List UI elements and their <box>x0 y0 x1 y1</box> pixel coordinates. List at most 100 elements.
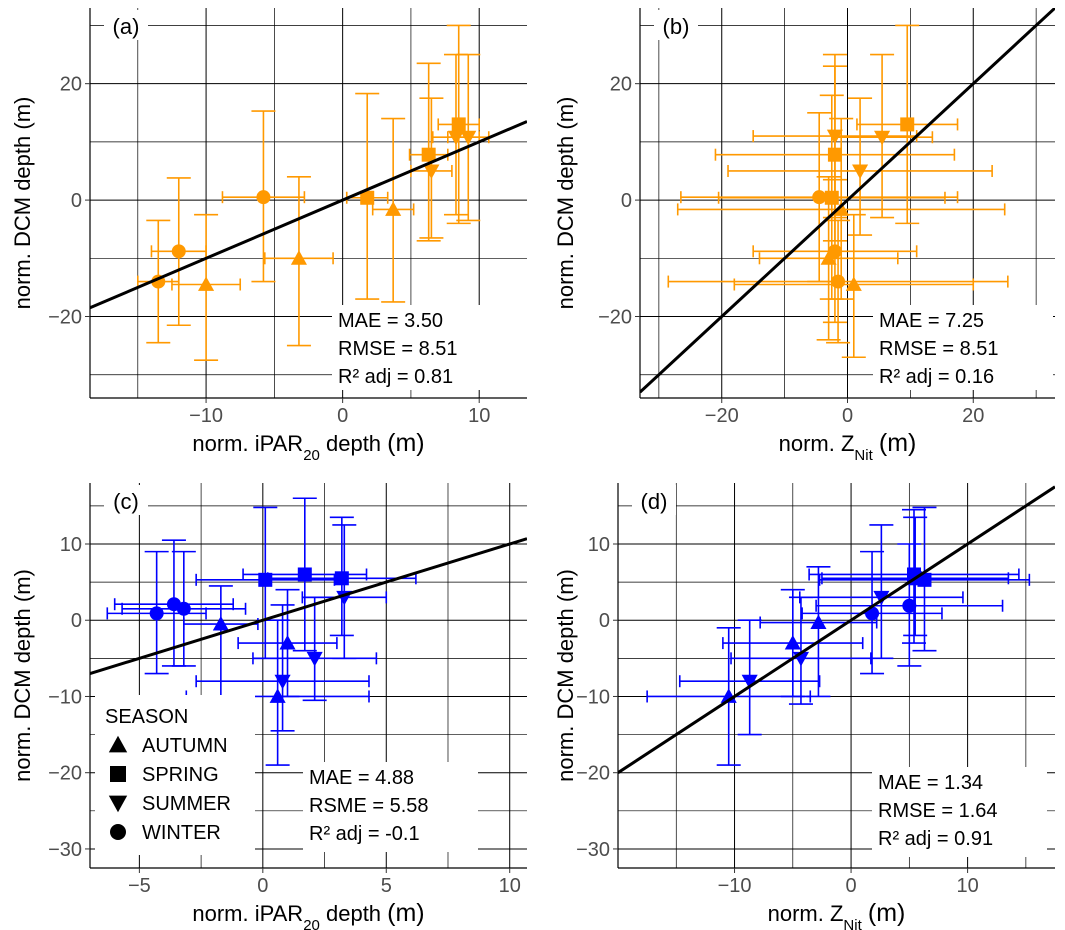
x-tick-label: 10 <box>499 875 521 897</box>
x-tick-label: 10 <box>468 405 490 427</box>
marker-winter <box>831 274 846 289</box>
x-tick-label: −10 <box>189 405 223 427</box>
x-axis-title-post: depth <box>320 431 387 456</box>
x-axis-title-unit: (m) <box>879 429 916 457</box>
y-tick-label: 0 <box>621 190 632 212</box>
marker-winter <box>171 244 186 259</box>
marker-summer <box>108 795 128 813</box>
marker-spring <box>110 766 126 782</box>
y-axis-title: norm. DCM depth (m) <box>10 569 35 782</box>
x-axis-title-pre: norm. iPAR <box>192 431 303 456</box>
panel-label: (d) <box>641 489 668 514</box>
marker-autumn <box>845 276 862 291</box>
marker-summer <box>423 164 440 180</box>
x-axis-title-post: depth <box>320 901 387 926</box>
legend-title: SEASON <box>105 706 188 728</box>
panel-c: (c) MAE = 4.88 RSME = 5.58 R² adj = -0.1 SEA… <box>10 483 527 930</box>
y-axis-title: norm. DCM depth (m) <box>10 97 35 310</box>
x-axis-title: norm. iPAR20 depth (m) <box>192 899 424 930</box>
legend-entry: SPRING <box>142 764 219 786</box>
marker-autumn <box>108 735 128 753</box>
marker-winter <box>256 190 271 205</box>
marker-autumn <box>784 635 801 650</box>
stats-bg <box>873 305 1053 390</box>
stats-bg <box>332 305 527 390</box>
y-tick-label: 10 <box>588 534 610 556</box>
stat-line: R² adj = -0.1 <box>309 823 420 845</box>
x-axis-title-sub: 20 <box>303 447 320 464</box>
data-layer <box>136 24 490 361</box>
marker-summer <box>874 130 891 146</box>
data-layer <box>667 24 1009 359</box>
stat-line: MAE = 1.34 <box>878 772 983 794</box>
y-tick-label: −30 <box>48 839 82 861</box>
x-axis-title-pre: norm. Z <box>768 901 844 926</box>
x-tick-label: −10 <box>718 875 752 897</box>
marker-spring <box>360 190 375 205</box>
panel-label: (b) <box>663 14 690 39</box>
stat-line: MAE = 4.88 <box>309 767 414 789</box>
fit-line <box>90 537 527 676</box>
x-tick-label: 0 <box>842 405 853 427</box>
marker-autumn <box>833 201 850 216</box>
marker-autumn <box>279 635 296 650</box>
marker-winter <box>176 601 191 616</box>
x-axis-title: norm. iPAR20 depth (m) <box>192 429 424 464</box>
marker-summer <box>306 651 323 667</box>
y-tick-label: −20 <box>598 307 632 329</box>
x-tick-label: −5 <box>128 875 151 897</box>
x-axis-title: norm. ZNit (m) <box>768 899 906 930</box>
marker-spring <box>334 571 349 586</box>
marker-spring <box>827 147 842 162</box>
x-tick-label: 0 <box>846 875 857 897</box>
stat-line: R² adj = 0.91 <box>878 828 993 850</box>
x-tick-label: 5 <box>381 875 392 897</box>
x-tick-label: 10 <box>956 875 978 897</box>
x-axis-title-pre: norm. Z <box>779 431 855 456</box>
legend-entry: WINTER <box>142 822 221 844</box>
data-layer <box>106 497 417 766</box>
fit-line <box>640 8 1055 394</box>
panel-label: (a) <box>113 14 140 39</box>
y-tick-label: −10 <box>48 686 82 708</box>
marker-summer <box>274 674 291 690</box>
data-layer <box>646 506 1031 766</box>
marker-spring <box>421 147 436 162</box>
x-tick-label: 0 <box>257 875 268 897</box>
panel-a: (a) MAE = 3.50 RMSE = 8.51 R² adj = 0.81 −10… <box>10 8 527 464</box>
y-tick-label: 0 <box>71 610 82 632</box>
x-axis-title-unit: (m) <box>868 899 905 927</box>
marker-autumn <box>385 201 402 216</box>
marker-spring <box>258 572 273 587</box>
x-tick-label: −20 <box>705 405 739 427</box>
stat-line: R² adj = 0.16 <box>879 366 994 388</box>
stat-line: RMSE = 1.64 <box>878 800 998 822</box>
y-tick-label: 20 <box>60 74 82 96</box>
stat-line: RMSE = 8.51 <box>338 338 458 360</box>
x-tick-label: 0 <box>337 405 348 427</box>
stat-line: MAE = 3.50 <box>338 310 443 332</box>
stat-line: R² adj = 0.81 <box>338 366 453 388</box>
x-axis-title-pre: norm. iPAR <box>192 901 303 926</box>
marker-summer <box>447 130 465 146</box>
stats-bg <box>872 767 1047 857</box>
y-axis-title: norm. DCM depth (m) <box>553 97 578 310</box>
fit-line <box>618 485 1055 774</box>
x-axis-title: norm. ZNit (m) <box>779 429 917 464</box>
x-axis-title-unit: (m) <box>387 429 424 457</box>
marker-winter <box>812 190 827 205</box>
marker-autumn <box>810 614 827 629</box>
y-tick-label: −10 <box>576 686 610 708</box>
x-axis-title-unit: (m) <box>387 899 424 927</box>
marker-winter <box>827 244 842 259</box>
marker-summer <box>460 130 477 146</box>
marker-summer <box>826 129 843 145</box>
marker-winter <box>149 606 164 621</box>
y-tick-label: −20 <box>576 763 610 785</box>
y-tick-label: 0 <box>71 190 82 212</box>
marker-autumn <box>820 250 837 265</box>
stat-line: RSME = 5.58 <box>309 795 429 817</box>
marker-autumn <box>269 688 286 703</box>
marker-winter <box>902 598 917 613</box>
